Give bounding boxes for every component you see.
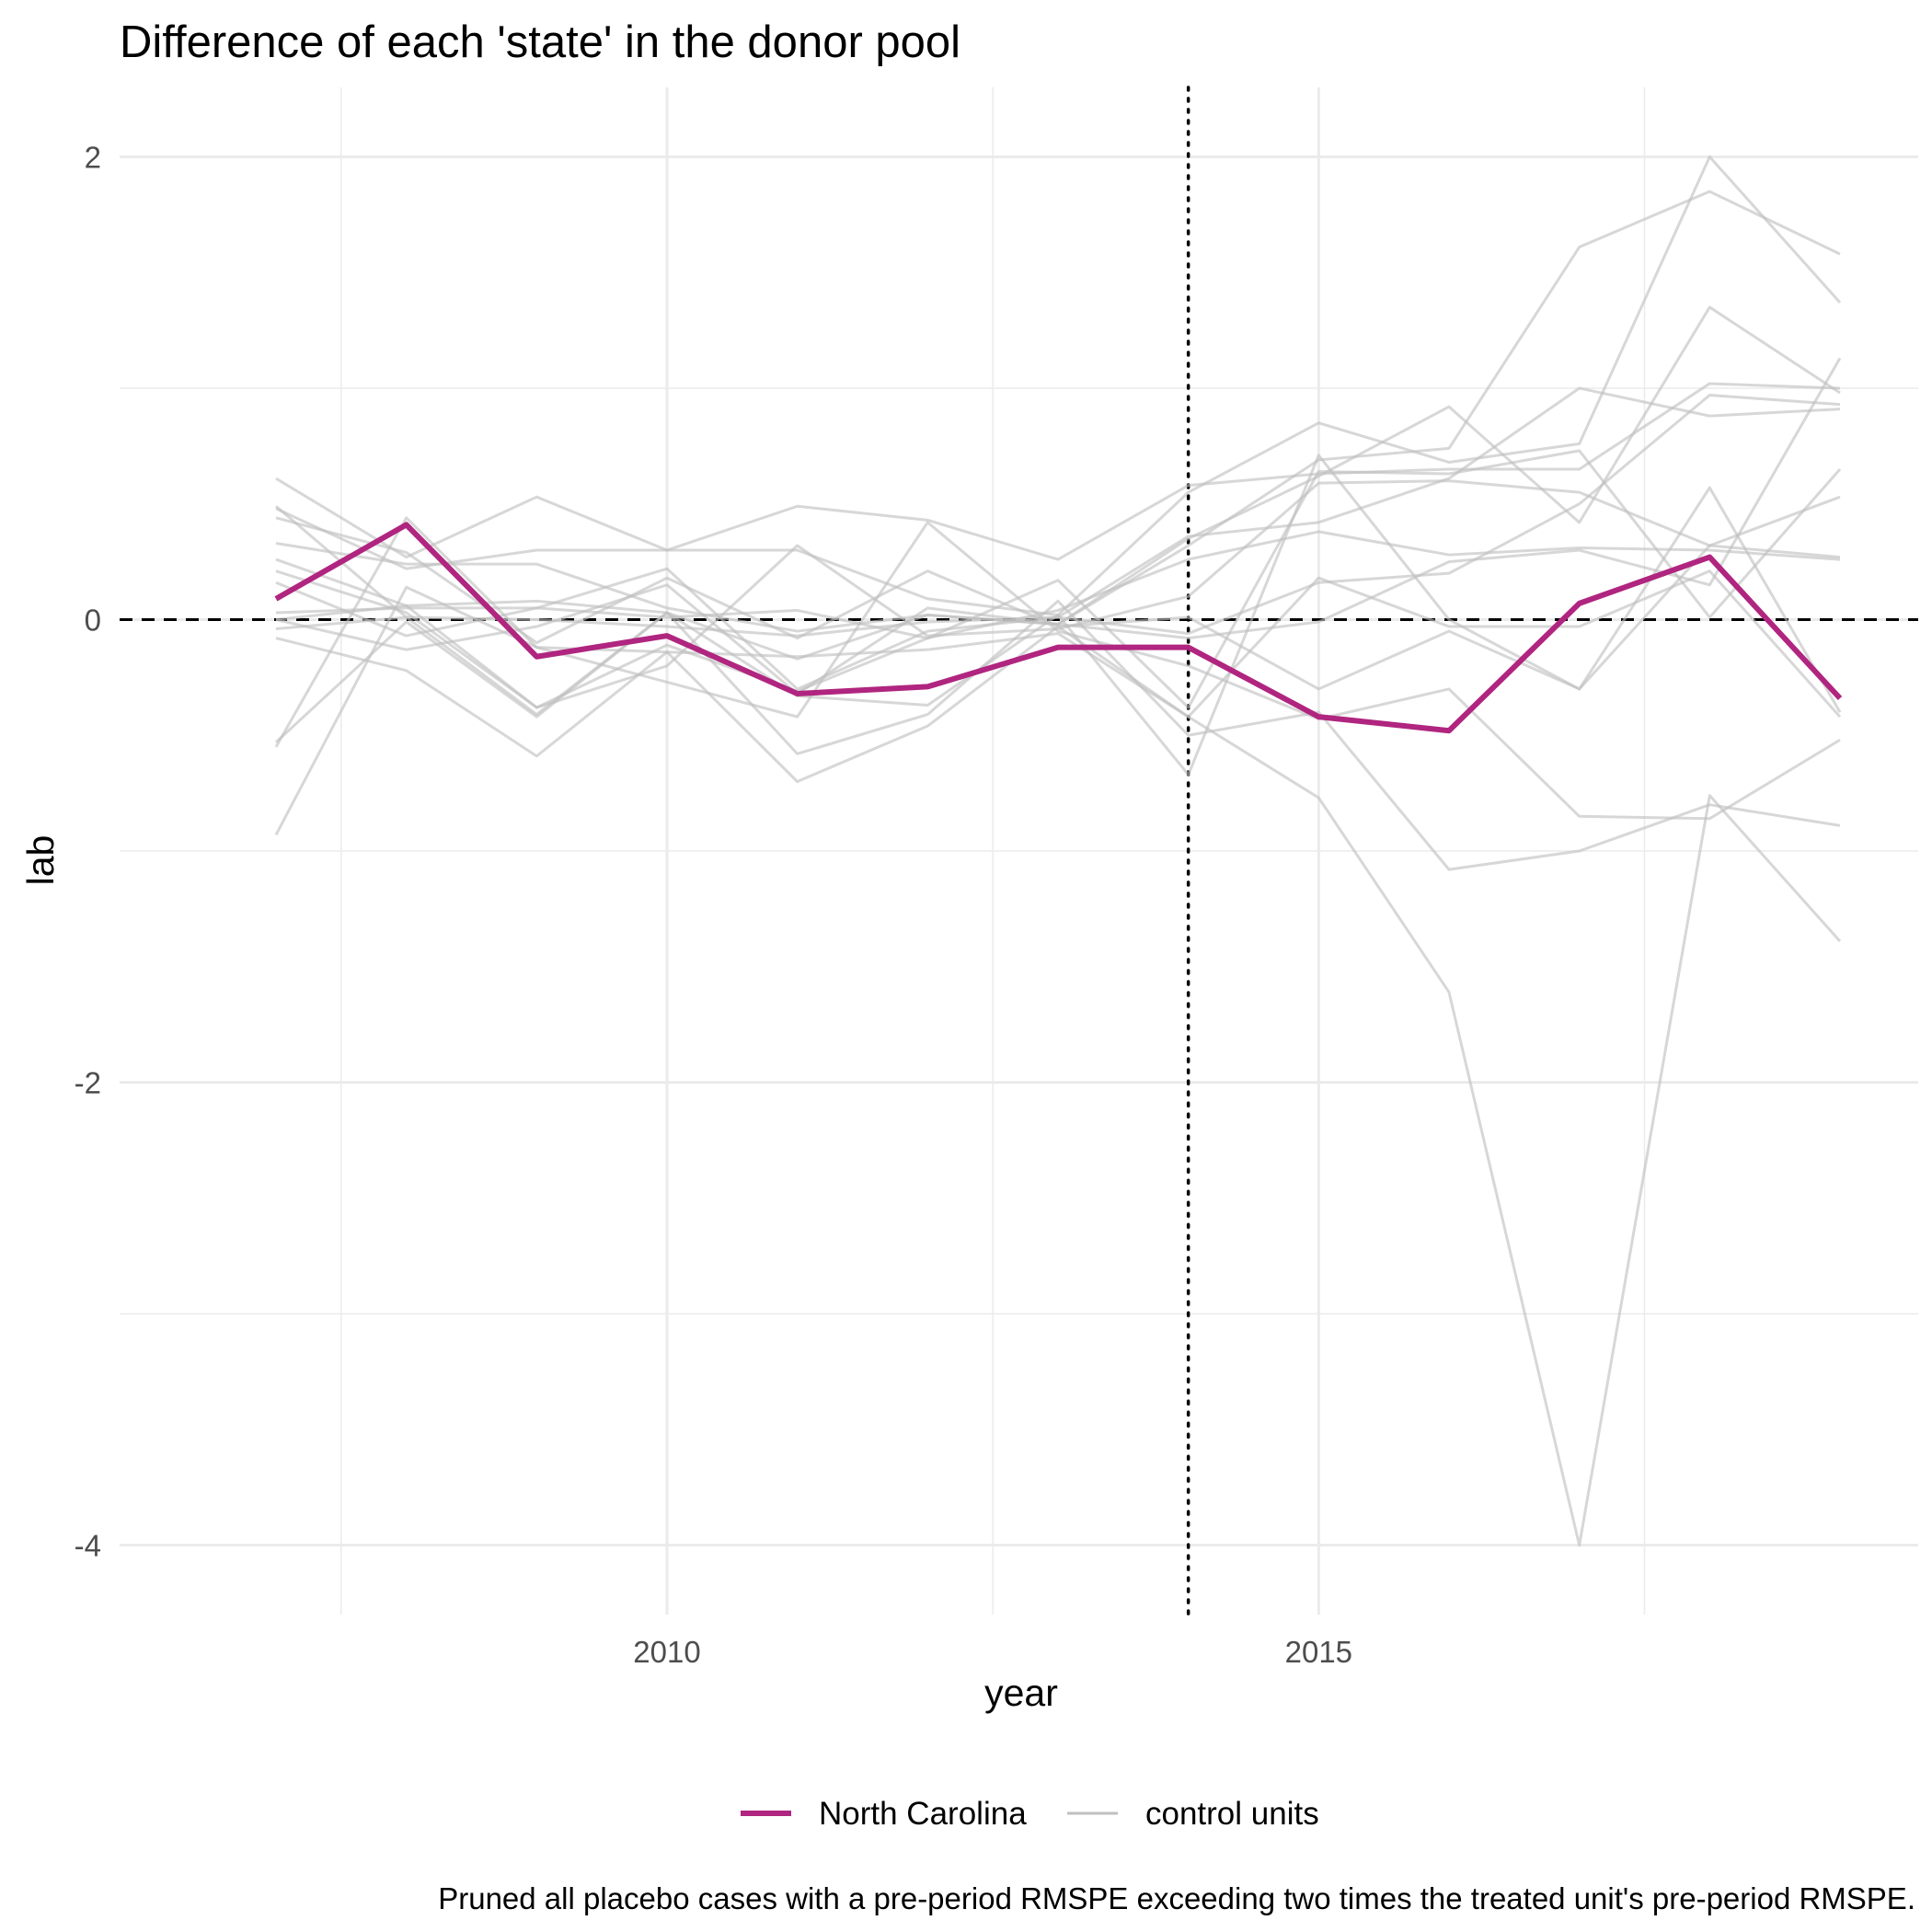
gridlines [120,87,1918,1615]
tick-labels: 2010 2015 -4 -2 0 2 [75,140,1352,1669]
legend-label-control-units: control units [1145,1796,1319,1832]
treated-line-layer [274,522,1843,734]
x-axis-title: year [984,1672,1058,1714]
control-unit-line [275,599,1841,871]
control-unit-line [275,386,1841,691]
chart-caption: Pruned all placebo cases with a pre-peri… [438,1881,1915,1915]
y-tick-label: -4 [75,1529,101,1563]
north-carolina-line [274,522,1843,734]
reference-lines [120,86,1918,1616]
y-tick-label: -2 [75,1066,101,1100]
control-unit-line [275,632,1842,1547]
control-unit-lines [274,155,1842,1547]
chart-title: Difference of each 'state' in the donor … [120,17,960,67]
control-unit-line [275,530,1841,709]
control-unit-line [275,394,1841,638]
control-unit-line [275,449,1842,709]
legend: North Carolina control units [741,1796,1319,1832]
x-tick-label: 2010 [633,1635,700,1669]
control-unit-line [275,155,1842,616]
control-unit-line [275,495,1841,691]
control-unit-line [275,305,1841,633]
control-unit-line [275,382,1841,561]
legend-label-north-carolina: North Carolina [819,1796,1027,1832]
y-axis-title: lab [19,835,62,886]
control-unit-line [274,357,1842,743]
y-tick-label: 2 [85,140,101,174]
y-tick-label: 0 [85,603,101,637]
x-tick-label: 2015 [1285,1635,1352,1669]
